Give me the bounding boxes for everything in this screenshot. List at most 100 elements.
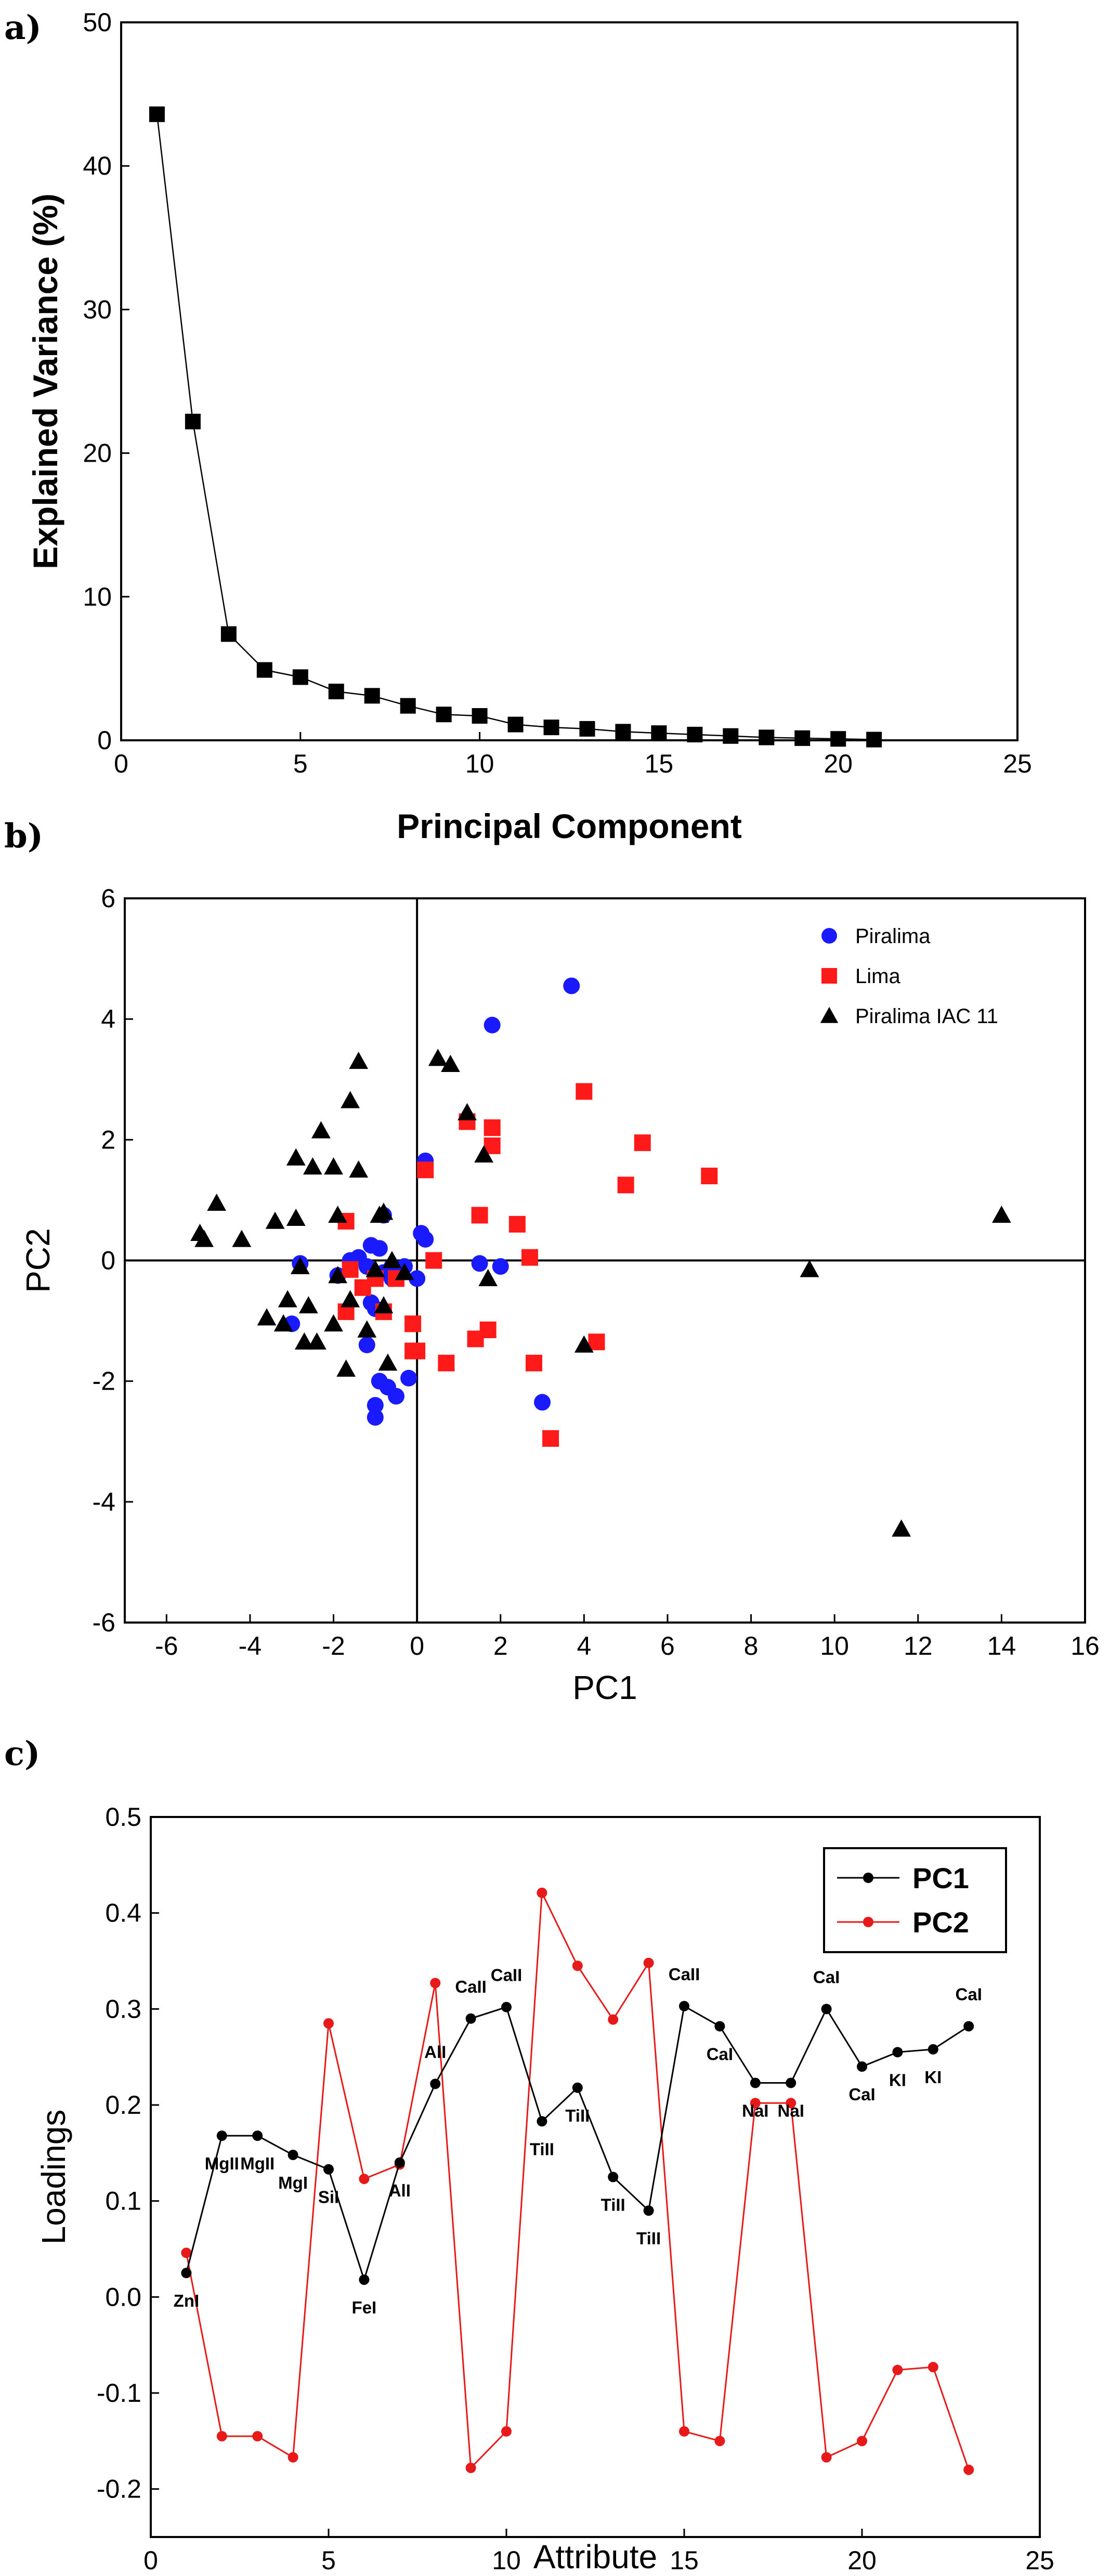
loading-point [821,2004,832,2015]
score-point [341,1091,360,1108]
y-axis-label: Explained Variance (%) [26,193,64,569]
loading-point [643,2205,654,2216]
x-tick-label: 25 [1025,2546,1054,2575]
x-axis-label: Attribute [533,2538,657,2575]
attribute-label: TiII [565,2106,590,2125]
loading-point [857,2061,867,2072]
y-tick-label: 0 [101,1246,115,1275]
y-axis-label: Loadings [35,2110,72,2245]
attribute-label: MgII [205,2154,239,2173]
loading-point [359,2174,370,2185]
loading-point [928,2362,938,2373]
score-point [387,1388,404,1405]
y-tick-label: 0 [97,726,112,755]
loading-point [323,2164,334,2175]
data-marker [830,731,846,747]
y-tick-label: 0.1 [105,2187,141,2216]
variance-line [156,114,874,740]
plot-frame [120,21,1018,741]
attribute-label: CaII [669,1965,700,1984]
x-tick-label: 0 [114,749,128,778]
loading-point [857,2436,867,2447]
attribute-label: KI [924,2068,942,2087]
attribute-label: MgI [278,2173,308,2192]
score-point [525,1354,542,1371]
loading-point [252,2130,263,2141]
score-point [278,1290,297,1307]
loading-point [750,2077,761,2088]
y-tick-label: 2 [101,1125,115,1154]
attribute-label: CaII [491,1966,523,1985]
score-point [404,1342,422,1359]
x-axis-label: PC1 [572,1669,637,1706]
score-point [370,1206,389,1223]
score-point [298,1296,318,1314]
score-point [286,1148,306,1166]
x-tick-label: -6 [155,1631,178,1660]
x-tick-label: 25 [1003,749,1032,778]
loading-point [537,1887,547,1898]
x-tick-label: 20 [824,749,853,778]
loading-point [465,2013,476,2024]
attribute-label: TiII [636,2229,661,2248]
data-marker [220,626,237,642]
loading-point [821,2452,832,2463]
x-tick-label: 16 [1070,1631,1100,1660]
x-tick-label: 10 [492,2546,521,2575]
x-tick-label: 20 [847,2546,877,2575]
y-tick-label: -0.1 [97,2378,141,2408]
attribute-label: CaI [956,1985,982,2004]
score-point [484,1016,501,1034]
loading-point [288,2150,298,2161]
score-point [634,1134,651,1152]
x-tick-label: 10 [820,1631,849,1660]
legend-label: Piralima [855,925,931,948]
score-point [265,1211,285,1229]
score-point [358,1337,375,1354]
loading-point [963,2464,974,2475]
score-point [342,1261,359,1278]
x-tick-label: -4 [239,1631,262,1660]
loading-point [501,2426,512,2437]
attribute-label: KI [889,2070,906,2089]
panel-a-explained-variance: 0 5 10 15 20 25 0 10 20 30 40 50 Principal Component… [4,8,1032,845]
loading-point [252,2431,263,2442]
data-marker [185,413,201,429]
legend-marker [821,928,837,944]
loading-line [185,2005,970,2283]
legend-label: Piralima IAC 11 [855,1005,998,1028]
plot-frame [150,1816,1041,2538]
y-tick-label: 50 [83,8,112,37]
x-tick-label: 15 [670,2546,699,2575]
y-tick-label: -4 [93,1487,115,1516]
y-axis-label: PC2 [19,1228,57,1293]
data-marker [759,729,775,746]
loading-point [430,1978,441,1989]
score-point [307,1332,327,1350]
x-tick-label: 5 [293,749,308,778]
y-tick-label: -2 [93,1367,115,1396]
y-tick-label: 0.3 [105,1994,141,2023]
series-pc2 [181,1887,974,2475]
y-tick-label: 0.0 [105,2282,141,2311]
score-point [471,1207,488,1224]
y-tick-label: -0.2 [97,2475,141,2504]
attribute-label: TiII [601,2195,625,2215]
score-point [534,1394,551,1411]
data-marker [256,662,272,678]
attribute-label: CaI [848,2085,875,2104]
legend-label: PC2 [912,1906,969,1939]
legend-marker [821,968,837,984]
data-marker [794,730,811,746]
loading-point [501,2002,512,2012]
attribute-label: FeI [352,2298,377,2317]
loading-point [679,2426,689,2437]
y-tick-label: 10 [83,582,112,611]
loading-point [572,1960,583,1971]
x-tick-label: 4 [577,1631,591,1660]
score-point [349,1160,369,1178]
loading-point [714,2021,725,2032]
x-tick-label: 15 [645,749,674,778]
data-marker [364,688,380,704]
loading-point [216,2431,227,2442]
